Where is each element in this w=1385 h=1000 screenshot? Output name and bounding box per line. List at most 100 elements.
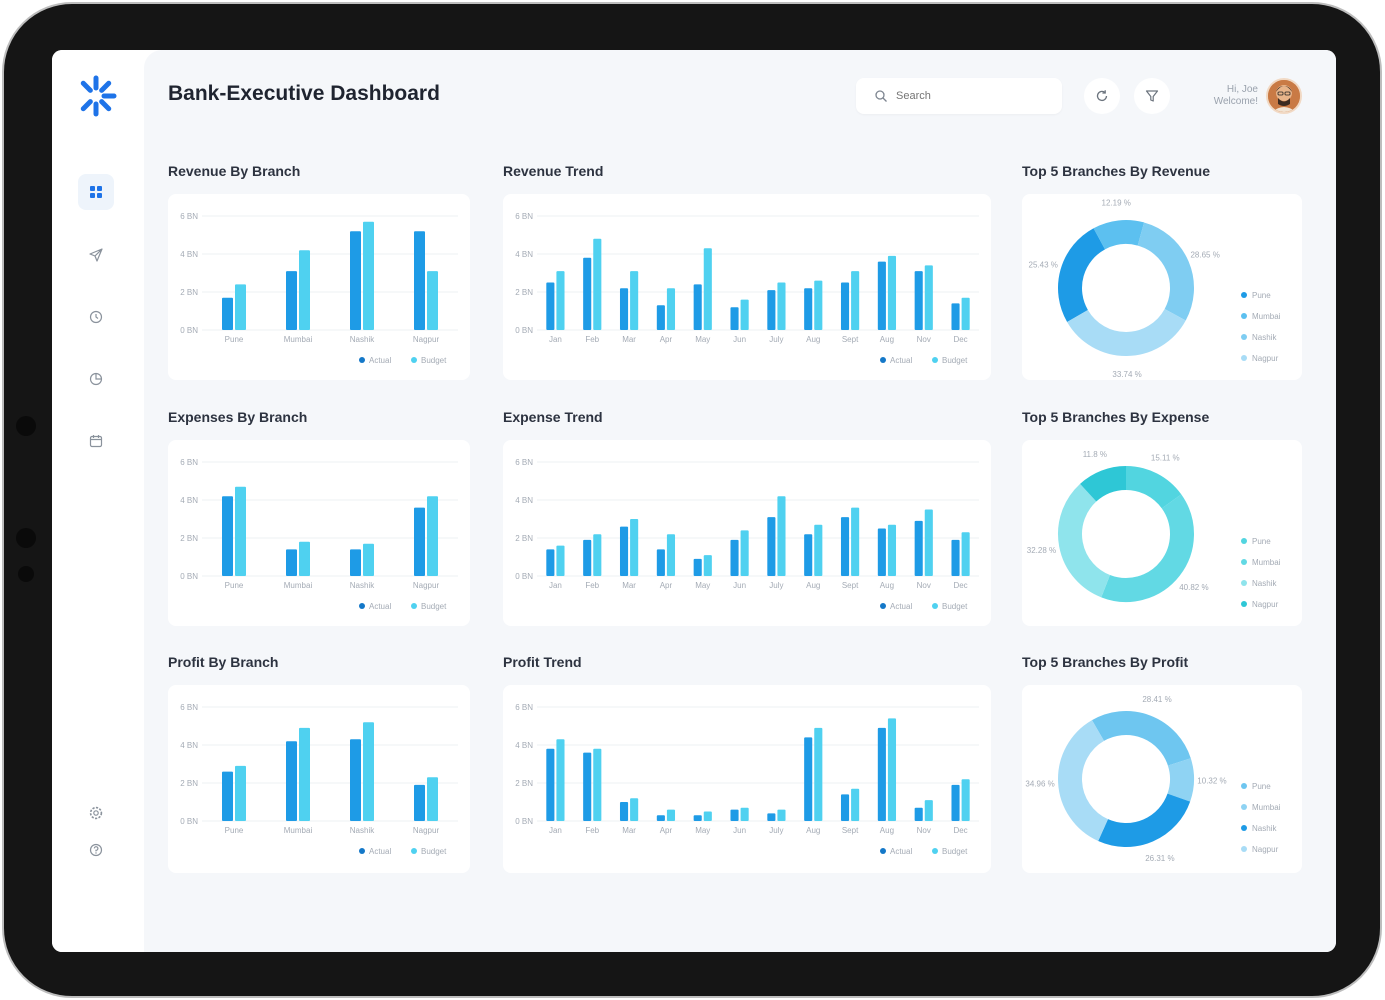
- filter-button[interactable]: [1134, 78, 1170, 114]
- pie-chart-icon: [89, 372, 103, 386]
- x-tick-label: July: [769, 335, 783, 344]
- user-greeting: Hi, Joe Welcome!: [1196, 84, 1258, 108]
- bar-budget: [556, 545, 565, 576]
- legend-label: Pune: [1252, 537, 1271, 546]
- top5-expense-card: 15.11 % 40.82 % 32.28 % 11.8 % Pune Mumbai Nas…: [1022, 440, 1302, 626]
- bar-budget: [593, 534, 602, 576]
- bar-actual: [877, 261, 886, 330]
- sidebar-item-send[interactable]: [78, 237, 114, 273]
- x-tick-label: Sept: [842, 335, 859, 344]
- x-tick-label: Aug: [880, 335, 894, 344]
- bar-actual: [583, 752, 592, 821]
- bar-budget: [703, 555, 712, 576]
- page-title: Bank-Executive Dashboard: [168, 82, 440, 105]
- bar-actual: [546, 282, 555, 330]
- donut-slice: [1058, 720, 1109, 842]
- bar-budget: [666, 288, 676, 330]
- search-input[interactable]: [894, 89, 1048, 103]
- y-tick-label: 4 BN: [180, 496, 198, 505]
- bar-budget: [593, 748, 602, 821]
- tablet-side-button: [18, 566, 34, 582]
- bar-actual: [767, 517, 776, 576]
- x-tick-label: Mar: [622, 581, 636, 590]
- legend-label: Pune: [1252, 782, 1271, 791]
- x-tick-label: Nashik: [350, 335, 375, 344]
- legend-dot: [1241, 825, 1247, 831]
- bar-budget: [740, 530, 749, 576]
- app-logo-icon[interactable]: [74, 74, 118, 118]
- profit-by-branch-card: 6 BN 4 BN 2 BN 0 BN Pune Mumbai Nashik Nagpur Ac…: [168, 685, 470, 873]
- app-screen: Bank-Executive Dashboard Hi, Joe Welcome…: [52, 50, 1336, 952]
- bar-budget: [777, 809, 786, 821]
- x-tick-label: May: [695, 335, 710, 344]
- legend-dot: [1241, 334, 1247, 340]
- bar-budget: [363, 722, 374, 821]
- slice-value-label: 10.32 %: [1197, 776, 1226, 785]
- y-tick-label: 0 BN: [180, 326, 198, 335]
- legend-dot: [1241, 559, 1247, 565]
- bar-budget: [630, 519, 639, 576]
- bar-chart: 6 BN 4 BN 2 BN 0 BN Jan Feb Mar Apr May Jun July Au…: [515, 458, 979, 611]
- slice-value-label: 28.65 %: [1190, 250, 1219, 259]
- bar-budget: [556, 271, 565, 330]
- y-tick-label: 2 BN: [180, 779, 198, 788]
- slice-value-label: 32.28 %: [1027, 546, 1056, 555]
- sidebar-item-history[interactable]: [78, 299, 114, 335]
- legend-dot: [411, 848, 417, 854]
- x-tick-label: Nagpur: [413, 581, 440, 590]
- y-tick-label: 6 BN: [180, 212, 198, 221]
- legend-label: Nashik: [1252, 824, 1277, 833]
- bar-actual: [914, 520, 923, 576]
- x-tick-label: Aug: [806, 826, 820, 835]
- slice-value-label: 25.43 %: [1029, 261, 1058, 270]
- bar-budget: [630, 271, 639, 330]
- bar-actual: [951, 784, 960, 821]
- section-title: Revenue By Branch: [168, 163, 301, 179]
- bar-actual: [840, 282, 850, 330]
- tablet-side-button: [16, 528, 36, 548]
- logo-mark: [80, 99, 93, 112]
- bar-actual: [222, 496, 233, 576]
- slice-value-label: 12.19 %: [1102, 199, 1131, 208]
- x-tick-label: Pune: [225, 581, 244, 590]
- section-title: Expense Trend: [503, 409, 603, 425]
- legend-label: Nagpur: [1252, 600, 1279, 609]
- donut-chart: 28.41 % 10.32 % 26.31 % 34.96 % Pune Mumbai Na…: [1025, 695, 1280, 863]
- y-tick-label: 0 BN: [515, 326, 533, 335]
- avatar[interactable]: [1266, 78, 1302, 114]
- donut-slice: [1067, 308, 1186, 356]
- x-tick-label: Nov: [917, 335, 931, 344]
- bar-actual: [730, 809, 739, 821]
- bar-actual: [877, 727, 886, 821]
- bar-budget: [961, 532, 970, 576]
- legend-label: Budget: [942, 847, 968, 856]
- search-box[interactable]: [856, 78, 1062, 114]
- refresh-button[interactable]: [1084, 78, 1120, 114]
- bar-actual: [286, 549, 297, 576]
- donut-slice: [1092, 711, 1191, 767]
- y-tick-label: 0 BN: [180, 572, 198, 581]
- sidebar-item-settings[interactable]: [78, 795, 114, 831]
- bar-budget: [814, 727, 823, 821]
- bar-actual: [583, 539, 592, 576]
- slice-value-label: 15.11 %: [1151, 454, 1180, 463]
- sidebar-item-calendar[interactable]: [78, 423, 114, 459]
- y-tick-label: 6 BN: [180, 458, 198, 467]
- bar-actual: [414, 507, 425, 576]
- filter-icon: [1145, 90, 1159, 102]
- bar-budget: [427, 271, 438, 330]
- bar-budget: [851, 788, 860, 821]
- sidebar-item-dashboard[interactable]: [78, 174, 114, 210]
- x-tick-label: Nashik: [350, 581, 375, 590]
- legend-label: Mumbai: [1252, 312, 1281, 321]
- legend-label: Actual: [890, 602, 912, 611]
- bar-actual: [877, 528, 886, 576]
- bar-budget: [924, 265, 933, 330]
- bar-actual: [767, 813, 776, 821]
- legend-dot: [1241, 313, 1247, 319]
- bar-budget: [299, 250, 310, 330]
- slice-value-label: 11.8 %: [1083, 450, 1107, 459]
- sidebar-item-help[interactable]: [78, 832, 114, 868]
- slice-value-label: 26.31 %: [1145, 854, 1174, 863]
- sidebar-item-analytics[interactable]: [78, 361, 114, 397]
